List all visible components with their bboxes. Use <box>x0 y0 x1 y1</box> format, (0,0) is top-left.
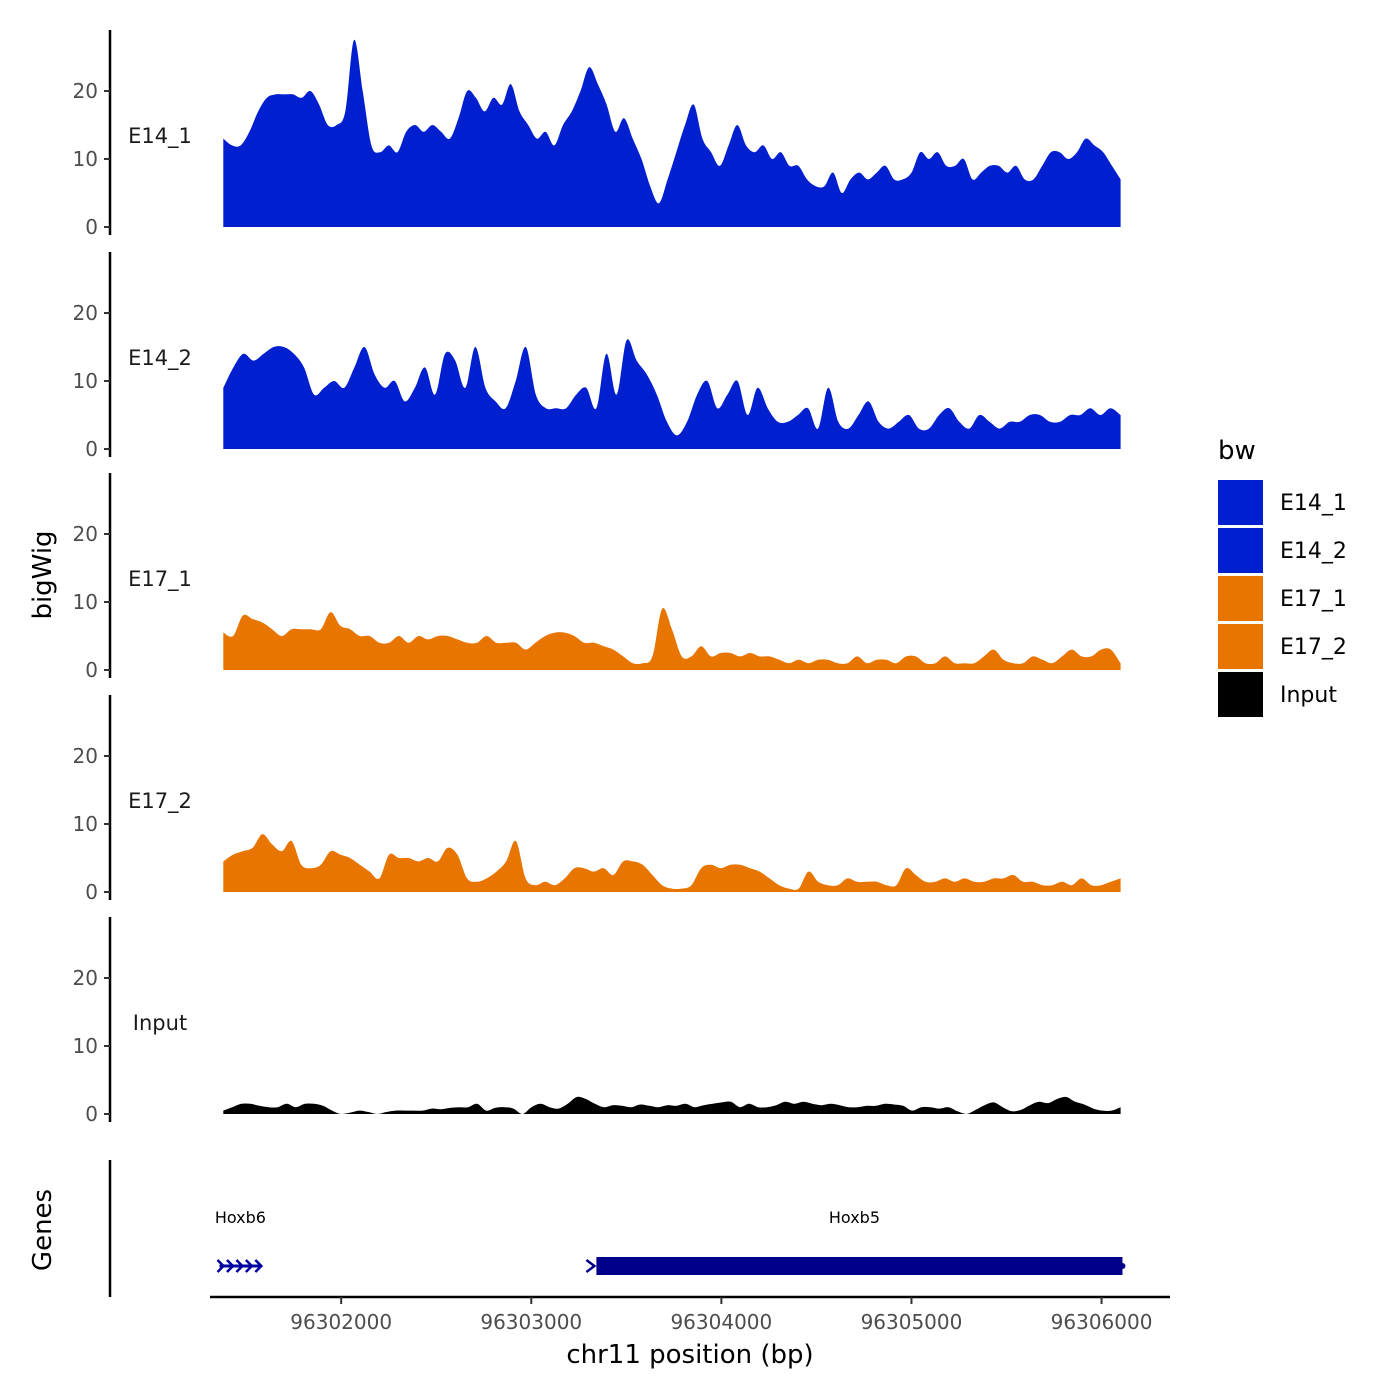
y-tick-label: 20 <box>73 79 98 103</box>
track-label: E17_1 <box>128 567 192 592</box>
y-tick-label: 0 <box>85 1102 98 1126</box>
y-tick-label: 10 <box>73 590 98 614</box>
gene-hoxb5: Hoxb5 <box>585 1208 1126 1275</box>
signal-area-e14-2 <box>223 339 1121 449</box>
track-label: E17_2 <box>128 789 192 814</box>
strand-arrow <box>585 1259 597 1273</box>
legend-entry-e17-1: E17_1 <box>1218 576 1347 621</box>
legend-label: E17_1 <box>1280 587 1347 612</box>
genes-panel: Hoxb6 Hoxb5 <box>108 1160 1126 1297</box>
legend-entry-e14-1: E14_1 <box>1218 480 1347 525</box>
x-axis-title: chr11 position (bp) <box>566 1340 813 1370</box>
strand-arrow <box>254 1259 264 1273</box>
legend-swatch <box>1218 672 1263 717</box>
gene-body <box>596 1257 1123 1275</box>
legend-label: Input <box>1280 683 1337 708</box>
signal-area-input <box>223 1096 1121 1114</box>
x-tick-label: 96304000 <box>670 1310 772 1334</box>
y-tick-label: 20 <box>73 301 98 325</box>
track-label: Input <box>133 1011 187 1035</box>
track-e17-2: 0 10 20 E17_2 <box>73 695 1121 904</box>
y-tick-label: 0 <box>85 215 98 239</box>
strand-arrow <box>235 1259 245 1273</box>
strand-arrow <box>216 1259 226 1273</box>
legend-swatch <box>1218 624 1263 669</box>
genes-axis-title: Genes <box>28 1189 58 1271</box>
track-e14-1: 0 10 20 E14_1 <box>73 30 1121 239</box>
y-tick-label: 10 <box>73 369 98 393</box>
y-tick-label: 20 <box>73 522 98 546</box>
track-e14-2: 0 10 20 E14_2 <box>73 252 1121 461</box>
strand-arrow <box>244 1259 254 1273</box>
y-tick-label: 20 <box>73 966 98 990</box>
x-tick-label: 96302000 <box>290 1310 392 1334</box>
legend-label: E17_2 <box>1280 635 1347 660</box>
track-input: 0 10 20 Input <box>73 917 1121 1126</box>
signal-area-e17-2 <box>223 834 1121 892</box>
signal-tracks: 0 10 20 E14_1 0 10 20 E14_2 0 10 20 E17_1 0 10 20 E17_2… <box>73 30 1121 1126</box>
y-tick-label: 10 <box>73 812 98 836</box>
y-tick-label: 0 <box>85 658 98 682</box>
legend-entry-e14-2: E14_2 <box>1218 528 1347 573</box>
legend-swatch <box>1218 528 1263 573</box>
signal-area-e14-1 <box>223 39 1121 228</box>
x-tick-label: 96303000 <box>480 1310 582 1334</box>
gene-label: Hoxb6 <box>215 1208 266 1227</box>
legend-swatch <box>1218 480 1263 525</box>
legend-label: E14_1 <box>1280 491 1347 516</box>
legend-entry-input: Input <box>1218 672 1337 717</box>
track-label: E14_1 <box>128 124 192 149</box>
y-tick-label: 10 <box>73 147 98 171</box>
track-label: E14_2 <box>128 346 192 371</box>
legend-entry-e17-2: E17_2 <box>1218 624 1347 669</box>
legend-swatch <box>1218 576 1263 621</box>
x-tick-label: 96305000 <box>861 1310 963 1334</box>
y-tick-label: 0 <box>85 437 98 461</box>
x-tick-label: 96306000 <box>1051 1310 1153 1334</box>
y-tick-label: 20 <box>73 744 98 768</box>
gene-label: Hoxb5 <box>829 1208 880 1227</box>
y-axis-title: bigWig <box>28 530 58 619</box>
legend: bw E14_1 E14_2 E17_1 E17_2 Input <box>1218 436 1347 717</box>
y-tick-label: 10 <box>73 1034 98 1058</box>
track-e17-1: 0 10 20 E17_1 <box>73 473 1121 682</box>
gene-end-mark <box>1119 1263 1126 1269</box>
strand-arrow <box>226 1259 235 1273</box>
y-tick-label: 0 <box>85 880 98 904</box>
x-axis: 96302000 96303000 96304000 96305000 96306000 <box>210 1295 1170 1334</box>
signal-area-e17-1 <box>223 608 1121 670</box>
gene-hoxb6: Hoxb6 <box>215 1208 266 1273</box>
legend-title: bw <box>1218 436 1256 466</box>
legend-label: E14_2 <box>1280 539 1347 564</box>
